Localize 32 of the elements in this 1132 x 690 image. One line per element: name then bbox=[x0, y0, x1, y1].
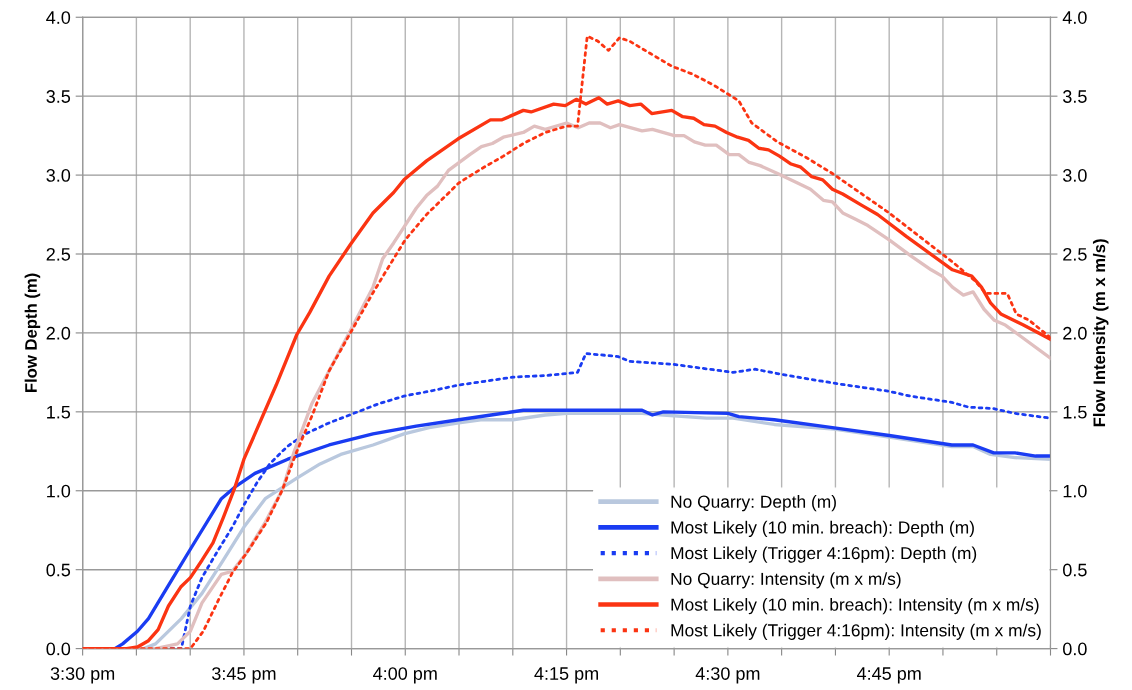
x-tick-label: 3:45 pm bbox=[212, 667, 276, 684]
y-tick-label: 0.5 bbox=[46, 563, 71, 577]
legend-label: Most Likely (10 min. breach): Depth (m) bbox=[671, 520, 974, 537]
y-tick-label: 3.0 bbox=[46, 169, 71, 182]
x-tick-label: 4:45 pm bbox=[856, 667, 921, 684]
x-tick-label: 4:00 pm bbox=[373, 667, 437, 684]
y2-tick-label: 1.5 bbox=[1063, 405, 1087, 419]
legend-label: No Quarry: Depth (m) bbox=[671, 495, 836, 512]
x-tick-label: 4:15 pm bbox=[534, 667, 598, 684]
x-tick-label: 4:30 pm bbox=[695, 667, 760, 684]
y-tick-label: 1.5 bbox=[47, 405, 71, 419]
y-tick-label: 1.0 bbox=[47, 484, 71, 498]
y2-tick-label: 3.5 bbox=[1062, 90, 1087, 103]
legend-label: Most Likely (Trigger 4:16pm): Depth (m) bbox=[671, 546, 977, 563]
legend-label: Most Likely (Trigger 4:16pm): Intensity (m x m/s) bbox=[671, 623, 1041, 640]
y2-tick-label: 3.0 bbox=[1062, 169, 1087, 182]
y2-tick-label: 2.5 bbox=[1063, 247, 1087, 261]
y-tick-label: 4.0 bbox=[46, 11, 71, 24]
y2-tick-label: 0.0 bbox=[1063, 642, 1087, 656]
y2-axis-title: Flow Intensity (m x m/s) bbox=[1092, 239, 1109, 427]
y-tick-label: 2.0 bbox=[46, 326, 71, 340]
legend-label: Most Likely (10 min. breach): Intensity (m x m/s) bbox=[671, 598, 1039, 615]
y2-tick-label: 1.0 bbox=[1063, 484, 1087, 498]
y-axis-title: Flow Depth (m) bbox=[24, 273, 41, 392]
y-tick-label: 3.5 bbox=[46, 90, 71, 103]
legend-label: No Quarry: Intensity (m x m/s) bbox=[671, 572, 901, 589]
y2-tick-label: 4.0 bbox=[1062, 11, 1087, 24]
y-tick-label: 0.0 bbox=[46, 642, 71, 656]
y-tick-label: 2.5 bbox=[46, 247, 71, 261]
y2-tick-label: 0.5 bbox=[1063, 563, 1087, 577]
x-tick-label: 3:30 pm bbox=[50, 667, 115, 684]
y2-tick-label: 2.0 bbox=[1063, 326, 1087, 340]
